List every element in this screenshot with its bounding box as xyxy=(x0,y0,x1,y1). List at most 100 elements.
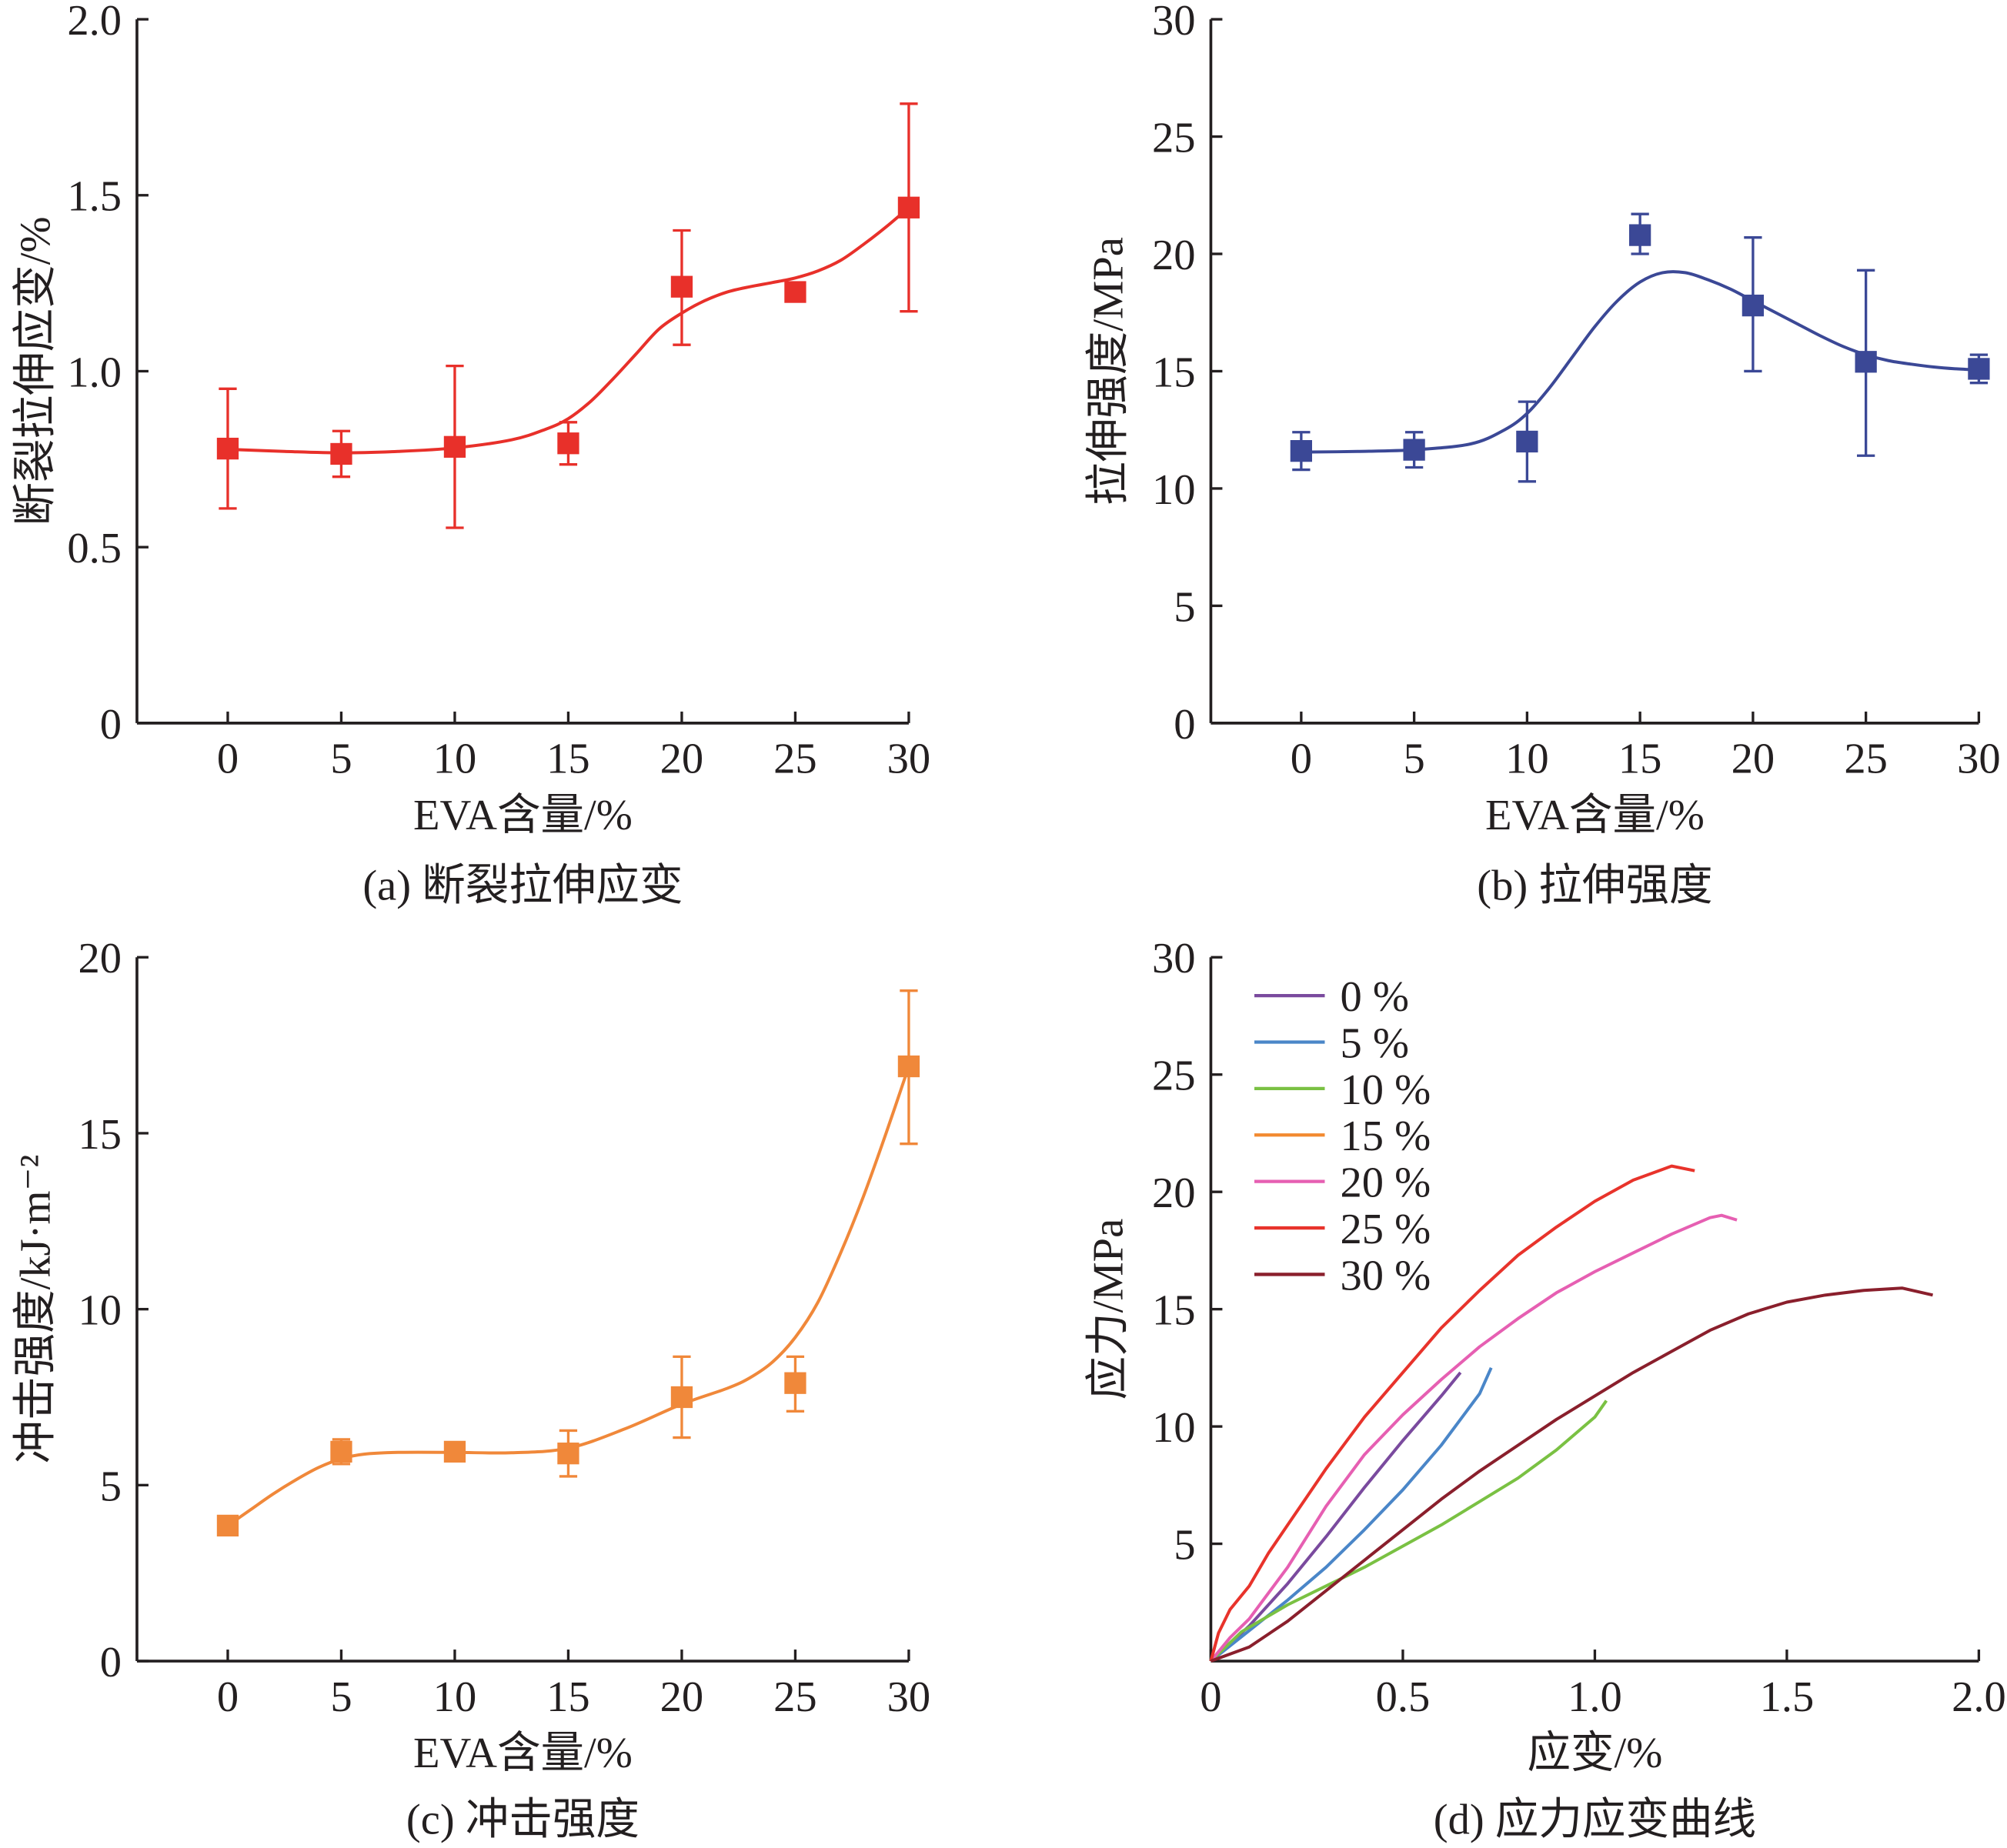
series-line-20-pct xyxy=(1209,1213,1738,1663)
y-tick-label: 15 xyxy=(78,1111,122,1159)
panel-caption: (c) 冲击强度 xyxy=(406,1796,640,1844)
panel-d: 5 10 15 20 25 30 0 0.5 1.0 1.5 2.0 应力/MPa 应变/% (d) 应力… xyxy=(1084,935,2005,1843)
data-point xyxy=(897,989,920,1146)
x-tick-label: 30 xyxy=(887,736,931,783)
y-tick-label: 20 xyxy=(78,935,122,982)
legend-item: 15 % xyxy=(1254,1112,1431,1160)
square-marker xyxy=(330,442,352,465)
legend-item: 20 % xyxy=(1254,1159,1431,1207)
x-tick-label: 5 xyxy=(330,736,352,783)
data-point xyxy=(1968,353,1990,385)
legend-label: 30 % xyxy=(1340,1252,1431,1299)
x-tick-label: 25 xyxy=(773,1673,817,1721)
data-point xyxy=(1742,235,1765,373)
y-axis-label: 应力/MPa xyxy=(1084,1219,1132,1400)
legend-item: 10 % xyxy=(1254,1066,1431,1114)
x-tick-label: 20 xyxy=(660,1673,704,1721)
series-line-10-pct xyxy=(1210,1399,1608,1663)
y-tick-label: 30 xyxy=(1152,935,1196,982)
panel-caption: (b) 拉伸强度 xyxy=(1477,862,1712,909)
y-tick-label: 10 xyxy=(78,1287,122,1335)
y-tick-label: 10 xyxy=(1152,466,1196,514)
series-line-5-pct xyxy=(1210,1367,1493,1663)
data-point xyxy=(784,1355,806,1413)
panel-caption: (d) 应力应变曲线 xyxy=(1434,1796,1756,1844)
x-tick-label: 5 xyxy=(1403,736,1424,783)
y-axis-label: 拉伸强度/MPa xyxy=(1084,237,1132,505)
x-tick-label: 0 xyxy=(217,1673,239,1721)
x-tick-label: 30 xyxy=(887,1673,931,1721)
square-marker xyxy=(1516,430,1538,453)
x-tick-label: 1.5 xyxy=(1760,1673,1815,1721)
y-axis-label: 断裂拉伸应变/% xyxy=(12,216,60,525)
legend-item: 5 % xyxy=(1254,1019,1409,1067)
legend-label: 10 % xyxy=(1340,1066,1431,1114)
x-tick-label: 25 xyxy=(773,736,817,783)
y-tick-label: 10 xyxy=(1152,1404,1196,1452)
data-point xyxy=(670,228,693,346)
data-point xyxy=(216,387,239,510)
y-tick-label: 25 xyxy=(1152,114,1196,162)
x-axis-label: EVA含量/% xyxy=(1485,792,1705,839)
legend: 0 %5 %10 %15 %20 %25 %30 % xyxy=(1254,973,1431,1299)
square-marker xyxy=(1628,224,1651,246)
legend-item: 30 % xyxy=(1254,1252,1431,1299)
x-tick-label: 0 xyxy=(1291,736,1312,783)
x-tick-label: 10 xyxy=(433,736,477,783)
data-point xyxy=(216,1514,239,1537)
x-tick-label: 2.0 xyxy=(1952,1673,2006,1721)
data-point xyxy=(330,429,352,479)
y-tick-label: 0 xyxy=(100,701,122,749)
y-tick-label: 0 xyxy=(100,1639,122,1686)
legend-label: 15 % xyxy=(1340,1112,1431,1160)
square-marker xyxy=(670,275,693,298)
x-tick-label: 5 xyxy=(330,1673,352,1721)
fit-curve xyxy=(227,206,910,455)
square-marker xyxy=(1742,294,1765,317)
y-tick-label: 1.5 xyxy=(67,173,122,221)
data-point xyxy=(897,102,920,313)
data-point xyxy=(784,281,806,303)
y-tick-label: 2.0 xyxy=(67,0,122,45)
x-tick-label: 30 xyxy=(1957,736,2001,783)
square-marker xyxy=(897,1055,920,1078)
data-point xyxy=(443,364,466,529)
panel-c: 0 5 10 15 20 0 5 10 15 20 25 30 冲击强度/kJ·m⁻² EVA含量/% (c… xyxy=(12,935,931,1843)
square-marker xyxy=(557,432,579,455)
legend-item: 25 % xyxy=(1254,1206,1431,1253)
x-tick-label: 20 xyxy=(1731,736,1775,783)
panel-caption: (a) 断裂拉伸应变 xyxy=(362,862,683,909)
data-point xyxy=(670,1355,693,1439)
panel-a: 0 0.5 1.0 1.5 2.0 0 5 10 15 20 25 30 断裂拉伸应变/% EVA含量/%… xyxy=(12,0,931,909)
y-tick-label: 1.0 xyxy=(67,349,122,396)
x-tick-label: 10 xyxy=(1505,736,1549,783)
y-tick-label: 25 xyxy=(1152,1052,1196,1100)
data-point xyxy=(1290,431,1312,472)
x-tick-label: 15 xyxy=(546,1673,590,1721)
fit-curve xyxy=(1301,270,1979,454)
data-point xyxy=(1403,431,1425,469)
x-tick-label: 10 xyxy=(433,1673,477,1721)
y-tick-label: 5 xyxy=(1174,583,1195,631)
legend-label: 25 % xyxy=(1340,1206,1431,1253)
legend-label: 0 % xyxy=(1340,973,1409,1021)
x-axis-label: EVA含量/% xyxy=(413,1730,633,1777)
y-axis-label: 冲击强度/kJ·m⁻² xyxy=(12,1155,60,1464)
data-point xyxy=(1855,269,1877,457)
y-tick-label: 0.5 xyxy=(67,525,122,572)
fit-curve xyxy=(226,1066,910,1527)
series-line-25-pct xyxy=(1209,1164,1695,1662)
legend-label: 20 % xyxy=(1340,1159,1431,1207)
square-marker xyxy=(443,1440,466,1463)
legend-item: 0 % xyxy=(1254,973,1409,1021)
legend-label: 5 % xyxy=(1340,1019,1409,1067)
x-tick-label: 15 xyxy=(1618,736,1662,783)
data-point xyxy=(557,1429,579,1478)
y-tick-label: 5 xyxy=(1174,1522,1195,1569)
x-tick-label: 0.5 xyxy=(1376,1673,1431,1721)
data-point xyxy=(557,421,579,466)
y-tick-label: 20 xyxy=(1152,1169,1196,1217)
square-marker xyxy=(897,196,920,218)
x-tick-label: 1.0 xyxy=(1568,1673,1622,1721)
